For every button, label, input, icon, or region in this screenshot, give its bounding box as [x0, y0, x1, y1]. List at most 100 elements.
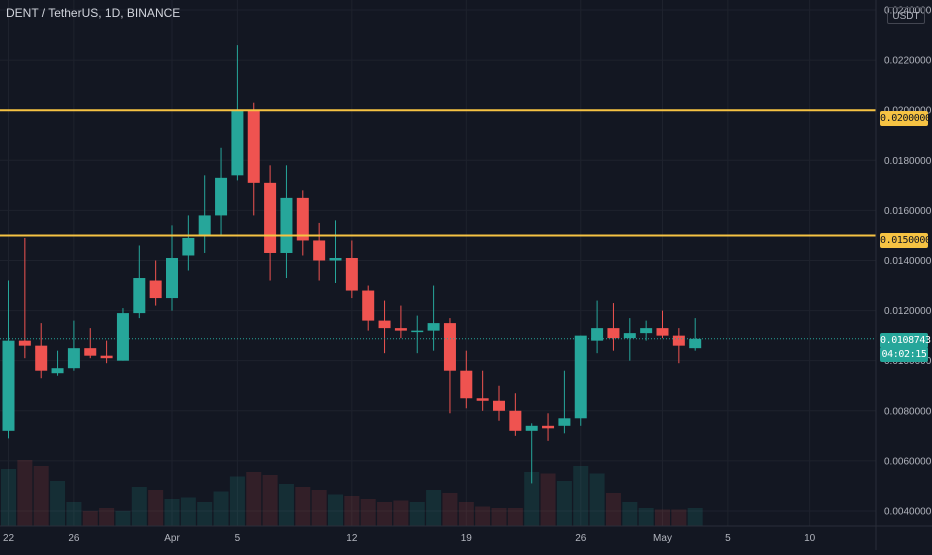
- price-tick-label: 0.0040000: [884, 506, 932, 517]
- price-tick-label: 0.0180000: [884, 156, 932, 167]
- candle-body: [623, 333, 636, 339]
- candle-body: [476, 398, 489, 401]
- candle-body: [116, 313, 129, 361]
- candle-body: [18, 340, 31, 346]
- volume-bar: [213, 491, 229, 526]
- candle: [67, 320, 80, 371]
- candle-body: [182, 237, 195, 256]
- candle-body: [345, 257, 358, 291]
- candle: [427, 285, 440, 351]
- candle-body: [67, 348, 80, 369]
- time-tick-label: 26: [575, 533, 587, 544]
- price-axis[interactable]: 0.00400000.00600000.00800000.01000000.01…: [884, 6, 932, 518]
- volume-bar: [458, 502, 474, 526]
- time-tick-label: 22: [3, 533, 15, 544]
- candle-body: [166, 257, 178, 299]
- candle-body: [591, 328, 604, 341]
- volume-bar: [180, 497, 196, 526]
- volume-bar: [507, 508, 523, 526]
- currency-button[interactable]: USDT: [887, 7, 925, 24]
- candle: [247, 102, 260, 216]
- candle-body: [231, 110, 244, 176]
- volume-bar: [556, 481, 572, 526]
- volume-bar: [17, 460, 33, 526]
- candle-body: [427, 323, 440, 331]
- volume-bar: [295, 487, 311, 526]
- candle-body: [133, 278, 146, 314]
- candle: [476, 370, 489, 411]
- candle: [51, 350, 64, 376]
- candle: [509, 393, 522, 436]
- time-tick-label: 12: [346, 533, 358, 544]
- candle-body: [280, 197, 293, 253]
- volume-bar: [638, 508, 654, 526]
- volume-bar: [344, 496, 360, 526]
- candle: [558, 370, 571, 434]
- volume-bar: [622, 502, 638, 526]
- candle-body: [296, 197, 309, 241]
- candle: [231, 45, 244, 181]
- volume-bar: [491, 508, 507, 526]
- candle-body: [215, 177, 228, 216]
- candle: [493, 385, 505, 421]
- candle: [607, 303, 620, 351]
- volume-bar: [475, 506, 491, 526]
- candle: [2, 280, 15, 439]
- volume-bar: [589, 473, 605, 526]
- candle-body: [2, 340, 15, 431]
- candle: [443, 318, 456, 414]
- volume-bar: [393, 500, 409, 526]
- time-tick-label: 10: [804, 533, 816, 544]
- volume-bar: [573, 466, 589, 526]
- volume-bar: [311, 490, 327, 526]
- level-lines[interactable]: [0, 109, 876, 237]
- candle-body: [313, 240, 326, 261]
- volume-bar: [655, 509, 670, 526]
- candle: [640, 320, 653, 341]
- time-tick-label: Apr: [164, 533, 180, 544]
- candle: [313, 222, 326, 281]
- candle: [166, 225, 178, 311]
- candle-body: [394, 328, 407, 331]
- volume-bar: [197, 502, 213, 526]
- candle: [362, 285, 375, 331]
- candle-body: [509, 410, 522, 431]
- candle: [198, 175, 211, 253]
- volume-bar: [148, 490, 164, 526]
- volume-bars: [1, 460, 703, 526]
- upper-level-price-badge: 0.0200000: [880, 111, 931, 126]
- volume-bar: [262, 475, 278, 526]
- candle-body: [460, 370, 473, 399]
- time-tick-label: 5: [725, 533, 731, 544]
- time-tick-label: 26: [68, 533, 80, 544]
- candle-body: [493, 400, 505, 411]
- volume-bar: [246, 472, 262, 526]
- candle: [133, 245, 146, 319]
- price-tick-label: 0.0080000: [884, 406, 932, 417]
- candle-body: [362, 290, 375, 321]
- volume-bar: [605, 493, 621, 526]
- volume-bar: [99, 508, 115, 526]
- candle: [623, 318, 636, 361]
- time-axis[interactable]: 22 26 Apr 5 12 19 26 May 5 10: [3, 533, 816, 544]
- candle: [689, 318, 702, 351]
- candle-body: [198, 215, 211, 236]
- candle: [656, 310, 669, 339]
- candle-body: [84, 348, 97, 356]
- last-price-badge: 0.0108743: [880, 333, 931, 348]
- price-tick-label: 0.0140000: [884, 256, 932, 267]
- candle: [296, 190, 309, 256]
- countdown-badge: 04:02:15: [880, 347, 928, 362]
- candle-body: [558, 418, 571, 426]
- volume-bar: [328, 494, 343, 526]
- candle: [542, 413, 555, 441]
- volume-bar: [687, 508, 703, 526]
- volume-bar: [377, 502, 393, 526]
- candle-body: [443, 323, 456, 371]
- candle: [182, 215, 195, 271]
- candle: [149, 260, 162, 306]
- candle: [460, 350, 473, 409]
- volume-bar: [229, 476, 245, 526]
